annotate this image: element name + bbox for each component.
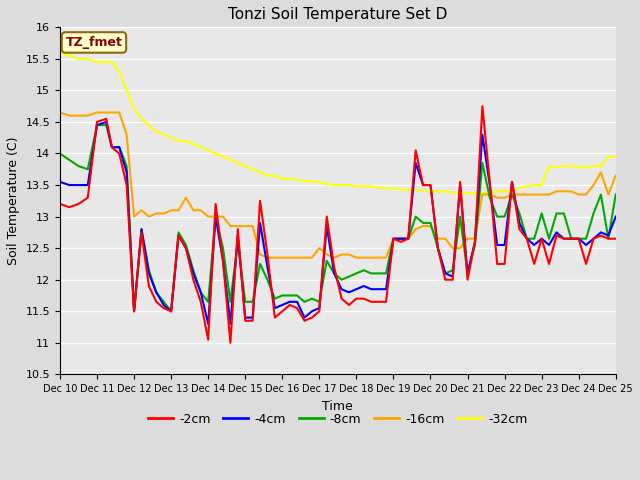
-4cm bbox=[508, 179, 516, 185]
-16cm bbox=[523, 192, 531, 197]
-4cm bbox=[102, 119, 110, 125]
-32cm bbox=[486, 190, 493, 195]
-32cm bbox=[523, 183, 531, 189]
-32cm bbox=[108, 59, 116, 65]
Title: Tonzi Soil Temperature Set D: Tonzi Soil Temperature Set D bbox=[228, 7, 447, 22]
-4cm bbox=[612, 214, 620, 219]
-16cm bbox=[560, 189, 568, 194]
-2cm bbox=[479, 103, 486, 109]
-4cm bbox=[493, 242, 501, 248]
-8cm bbox=[508, 192, 516, 197]
-8cm bbox=[93, 122, 101, 128]
-32cm bbox=[500, 189, 508, 194]
-2cm bbox=[568, 236, 575, 241]
-16cm bbox=[508, 192, 516, 197]
-8cm bbox=[493, 214, 501, 219]
-8cm bbox=[531, 236, 538, 241]
-16cm bbox=[56, 109, 64, 115]
-8cm bbox=[56, 151, 64, 156]
-8cm bbox=[130, 308, 138, 314]
-4cm bbox=[204, 321, 212, 327]
Legend: -2cm, -4cm, -8cm, -16cm, -32cm: -2cm, -4cm, -8cm, -16cm, -32cm bbox=[143, 408, 532, 431]
-32cm bbox=[56, 49, 64, 55]
Line: -8cm: -8cm bbox=[60, 125, 616, 311]
-2cm bbox=[508, 179, 516, 185]
-4cm bbox=[568, 236, 575, 241]
-16cm bbox=[108, 109, 116, 115]
-16cm bbox=[612, 173, 620, 179]
-16cm bbox=[486, 192, 493, 197]
-8cm bbox=[115, 144, 123, 150]
Y-axis label: Soil Temperature (C): Soil Temperature (C) bbox=[7, 137, 20, 265]
Text: TZ_fmet: TZ_fmet bbox=[65, 36, 122, 49]
-16cm bbox=[500, 195, 508, 201]
-4cm bbox=[115, 144, 123, 150]
-8cm bbox=[516, 211, 524, 216]
-4cm bbox=[516, 220, 524, 226]
-2cm bbox=[56, 201, 64, 207]
-4cm bbox=[56, 179, 64, 185]
Line: -32cm: -32cm bbox=[60, 52, 616, 193]
-2cm bbox=[493, 261, 501, 267]
X-axis label: Time: Time bbox=[323, 400, 353, 413]
-8cm bbox=[568, 236, 575, 241]
Line: -2cm: -2cm bbox=[60, 106, 616, 343]
Line: -16cm: -16cm bbox=[60, 112, 616, 258]
-2cm bbox=[531, 261, 538, 267]
-32cm bbox=[456, 191, 464, 196]
Line: -4cm: -4cm bbox=[60, 122, 616, 324]
-2cm bbox=[227, 340, 234, 346]
-32cm bbox=[508, 187, 516, 193]
-8cm bbox=[612, 192, 620, 197]
-32cm bbox=[560, 163, 568, 169]
-2cm bbox=[108, 144, 116, 150]
-2cm bbox=[612, 236, 620, 241]
-2cm bbox=[516, 227, 524, 232]
-4cm bbox=[531, 242, 538, 248]
-32cm bbox=[612, 154, 620, 159]
-16cm bbox=[264, 255, 271, 261]
